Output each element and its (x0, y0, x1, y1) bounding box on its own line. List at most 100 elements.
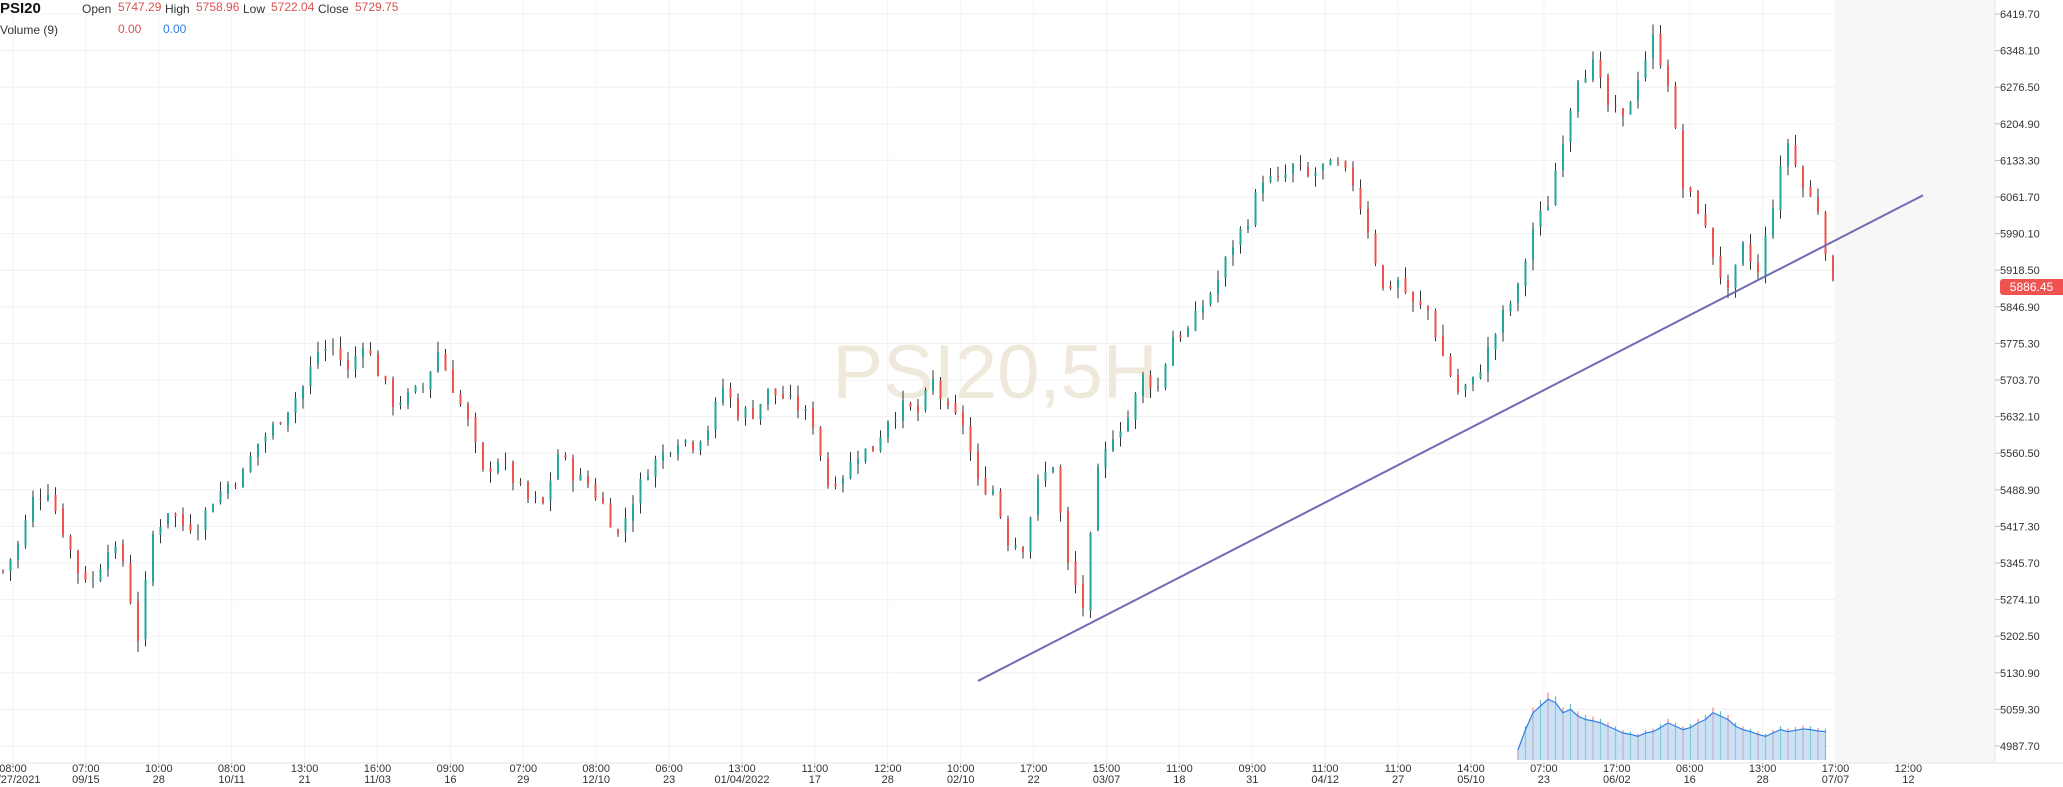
candle-body (54, 494, 57, 511)
candle (909, 401, 912, 411)
candle (1487, 336, 1489, 383)
candle-body (579, 474, 582, 481)
candle (1719, 246, 1722, 285)
candle (1637, 71, 1639, 109)
candle (197, 524, 199, 541)
candle-body (1772, 208, 1774, 236)
trendline[interactable] (977, 194, 1924, 682)
candle (707, 425, 709, 446)
candle-body (437, 351, 439, 372)
candle (489, 461, 492, 483)
candle (1592, 51, 1594, 83)
candle-body (1554, 170, 1557, 205)
candle-body (1404, 277, 1407, 293)
time-axis[interactable]: 08:0008/27/202107:0009/1510:002808:0010/… (0, 763, 1922, 786)
chart-grid (0, 0, 1995, 763)
candle-body (1142, 374, 1144, 397)
candle (902, 390, 904, 429)
candle-body (542, 497, 544, 503)
candle (669, 451, 672, 457)
candle-body (939, 380, 942, 399)
candle-body (1734, 264, 1737, 289)
candle-body (362, 347, 364, 357)
candle (579, 468, 582, 481)
candle-body (504, 461, 507, 463)
candle (677, 439, 679, 461)
x-tick-label-time: 13:00 (728, 763, 756, 775)
candle (759, 403, 762, 425)
candle (1179, 331, 1182, 343)
candle-body (9, 559, 12, 572)
candle (797, 385, 799, 419)
candle-body (474, 416, 477, 443)
y-tick-label: 6061.70 (2000, 192, 2040, 204)
candle-body (624, 518, 627, 533)
candle-body (1269, 175, 1272, 182)
candle-body (1314, 172, 1317, 177)
candle (1697, 189, 1699, 215)
candle (1652, 24, 1654, 70)
candle-body (1599, 59, 1602, 79)
price-axis[interactable]: 6419.70 6348.10 6276.50 6204.90 6133.30 6061.… (1995, 9, 2040, 753)
candle (107, 544, 109, 577)
candle-body (534, 497, 537, 499)
y-tick-label: 6348.10 (2000, 46, 2040, 58)
candle-body (932, 379, 934, 392)
candle-body (1719, 255, 1722, 279)
candle (1562, 135, 1564, 178)
candle-body (294, 398, 297, 413)
candle-body (189, 524, 192, 531)
watermark: PSI20,5H (832, 330, 1157, 415)
candle (699, 440, 702, 456)
candle (39, 488, 42, 511)
high-value: 5758.96 (196, 0, 240, 14)
x-tick-label-date: 23 (1538, 774, 1550, 786)
candle (1764, 226, 1767, 284)
volume-label: Volume (9) (0, 23, 59, 37)
candle-body (482, 442, 484, 470)
candle (1494, 333, 1497, 361)
candle (227, 481, 229, 500)
candle (1112, 430, 1114, 453)
candle-body (1682, 130, 1684, 189)
candle (1299, 155, 1302, 171)
candle (842, 475, 844, 493)
x-tick-label-date: 17 (809, 774, 821, 786)
candle (1614, 94, 1617, 113)
candle-body (1674, 85, 1677, 128)
x-tick-label-date: 23 (663, 774, 675, 786)
candle-body (617, 529, 619, 534)
candle-body (1449, 355, 1452, 376)
candle (849, 452, 852, 480)
candle (437, 341, 439, 373)
candle (1547, 195, 1549, 211)
candle-body (1802, 167, 1804, 188)
candle-body (234, 484, 237, 486)
candle-body (1487, 347, 1489, 373)
candle-body (1367, 208, 1369, 233)
candle (1022, 546, 1024, 559)
candle-body (1322, 163, 1324, 171)
candle-body (1352, 167, 1354, 186)
candle (362, 342, 364, 369)
candle (534, 491, 537, 504)
candle-body (414, 386, 417, 392)
x-tick-label-date: 16 (1684, 774, 1696, 786)
candle-body (819, 427, 822, 456)
candle-body (384, 376, 387, 380)
candle (609, 498, 612, 528)
candle-body (527, 481, 529, 499)
y-tick-label: 6133.30 (2000, 155, 2040, 167)
candle-body (1194, 310, 1197, 331)
candle-body (1434, 310, 1437, 338)
candle-body (1074, 561, 1077, 586)
candle (549, 472, 552, 512)
candle-body (1224, 257, 1227, 279)
x-tick-label-date: 06/02 (1603, 774, 1631, 786)
candle-body (1502, 309, 1504, 333)
candle (1502, 305, 1504, 342)
candle-body (1622, 108, 1624, 116)
candle (1314, 167, 1317, 187)
y-tick-label: 5918.50 (2000, 265, 2040, 277)
